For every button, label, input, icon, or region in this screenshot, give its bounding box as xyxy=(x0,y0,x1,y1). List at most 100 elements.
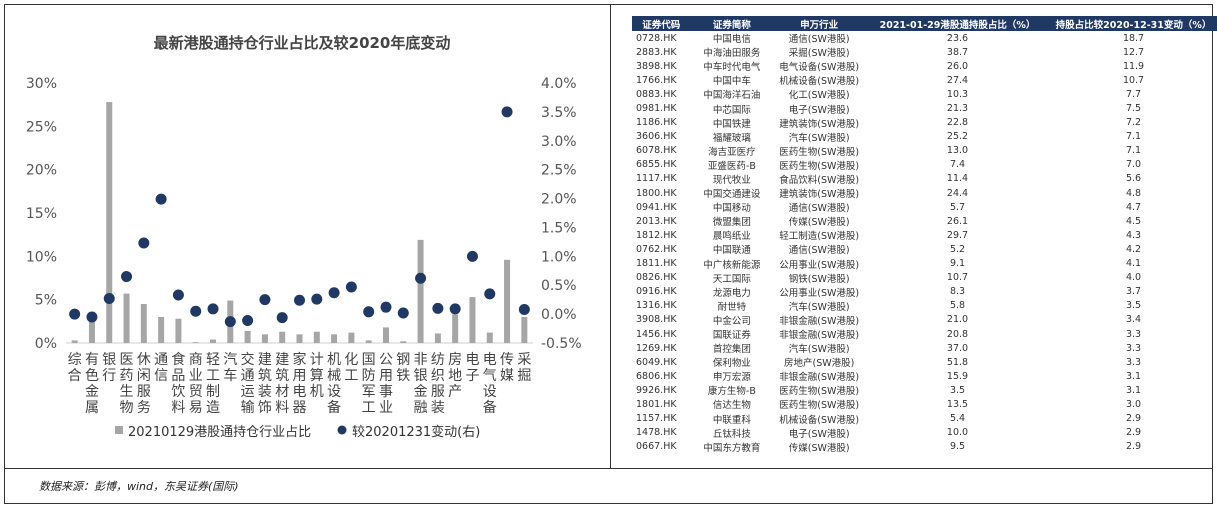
x-tick-label: 建 xyxy=(258,352,272,368)
x-tick-label: 食 xyxy=(171,351,185,368)
cell-industry: 通信(SW港股) xyxy=(788,203,850,215)
x-tick-label: 业 xyxy=(379,400,393,416)
cell-holding-pct: 5.8 xyxy=(949,300,966,312)
x-tick-label: 设 xyxy=(327,384,341,400)
table-row: 0667.HK 中国东方教育 传媒(SW港股) 9.5 2.9 xyxy=(632,440,1217,454)
cell-code: 0826.HK xyxy=(636,272,677,284)
change-dot xyxy=(397,307,409,319)
x-tick-label: 纺 xyxy=(431,352,445,368)
y-right-tick: 2.5% xyxy=(541,163,577,179)
cell-name: 中国移动 xyxy=(712,203,751,215)
cell-code: 1801.HK xyxy=(636,398,677,410)
y-right-tick: 0.5% xyxy=(541,278,577,294)
cell-holding-pct: 5.2 xyxy=(949,243,966,255)
holding-bar xyxy=(521,317,528,343)
x-tick-label: 机 xyxy=(310,384,324,400)
cell-code: 2883.HK xyxy=(636,46,677,58)
x-tick-label: 用 xyxy=(379,368,393,384)
chart-title: 最新港股通持仓行业占比及较2020年底变动 xyxy=(154,34,451,52)
cell-industry: 公用事业(SW港股) xyxy=(779,287,860,299)
x-tick-label: 气 xyxy=(483,368,497,384)
x-tick-label: 医 xyxy=(120,352,134,368)
cell-change-pct: 3.0 xyxy=(1125,398,1142,410)
holding-bar xyxy=(331,334,338,343)
cell-industry: 电子(SW港股) xyxy=(788,104,850,116)
x-tick-label: 电 xyxy=(293,384,307,400)
cell-change-pct: 10.7 xyxy=(1122,74,1145,86)
table-row: 0981.HK 中芯国际 电子(SW港股) 21.3 7.5 xyxy=(632,101,1217,116)
holding-bar xyxy=(175,318,182,343)
cell-holding-pct: 51.8 xyxy=(946,356,969,368)
x-tick-label: 化 xyxy=(344,352,358,368)
y-left-tick: 15% xyxy=(26,206,57,222)
holding-bar xyxy=(365,340,372,343)
change-dot xyxy=(121,271,133,283)
table-row: 1800.HK 中国交通建设 建筑装饰(SW港股) 24.4 4.8 xyxy=(632,186,1217,201)
x-tick-label: 钢 xyxy=(396,352,410,368)
change-dot xyxy=(518,303,530,315)
cell-name: 中国交通建设 xyxy=(703,189,761,201)
change-dot xyxy=(432,302,444,314)
cell-name: 中国东方教育 xyxy=(703,442,761,454)
table-row: 1456.HK 国联证券 非银金融(SW港股) 20.8 3.3 xyxy=(632,327,1217,342)
holding-bar xyxy=(400,341,407,343)
x-tick-label: 电 xyxy=(465,352,479,368)
holding-bar xyxy=(106,102,113,343)
cell-name: 中芯国际 xyxy=(712,104,751,116)
holding-bar xyxy=(71,340,78,343)
x-tick-label: 掘 xyxy=(517,368,531,384)
change-dot xyxy=(363,306,375,318)
cell-holding-pct: 8.3 xyxy=(949,286,966,298)
cell-name: 丘钛科技 xyxy=(712,428,751,440)
x-tick-label: 国 xyxy=(362,352,376,368)
holding-bar xyxy=(88,321,95,343)
cell-change-pct: 18.7 xyxy=(1122,32,1145,44)
cell-holding-pct: 9.1 xyxy=(949,258,966,270)
x-tick-label: 地 xyxy=(448,368,462,384)
x-tick-label: 械 xyxy=(327,368,341,384)
holding-bar xyxy=(296,334,303,343)
x-tick-label: 休 xyxy=(137,352,151,368)
change-dot xyxy=(484,288,496,300)
cell-code: 1478.HK xyxy=(636,427,677,439)
table-row: 1117.HK 现代牧业 食品饮料(SW港股) 11.4 5.6 xyxy=(632,172,1217,186)
cell-name: 康方生物-B xyxy=(707,386,756,398)
cell-change-pct: 3.4 xyxy=(1125,314,1142,326)
x-tick-label: 备 xyxy=(327,399,341,416)
cell-industry: 医药生物(SW港股) xyxy=(779,400,860,412)
cell-industry: 医药生物(SW港股) xyxy=(779,146,860,158)
cell-name: 信达生物 xyxy=(712,400,751,412)
change-dot xyxy=(138,237,150,249)
table-row: 1811.HK 中广核新能源 公用事业(SW港股) 9.1 4.1 xyxy=(632,257,1217,271)
y-right-tick: 0.0% xyxy=(541,307,577,323)
table-row: 0941.HK 中国移动 通信(SW港股) 5.7 4.7 xyxy=(632,200,1217,215)
table-row: 0916.HK 龙源电力 公用事业(SW港股) 8.3 3.7 xyxy=(632,285,1217,299)
cell-name: 现代牧业 xyxy=(712,174,751,186)
cell-name: 中广核新能源 xyxy=(703,259,761,271)
cell-industry: 公用事业(SW港股) xyxy=(779,259,860,271)
x-tick-label: 银 xyxy=(414,368,428,384)
x-tick-label: 工 xyxy=(362,400,376,416)
y-right-tick: 1.0% xyxy=(541,249,577,265)
x-tick-label: 媒 xyxy=(500,368,514,384)
x-tick-label: 易 xyxy=(189,400,203,416)
cell-code: 1269.HK xyxy=(636,342,677,354)
cell-code: 1157.HK xyxy=(636,413,677,425)
x-tick-label: 属 xyxy=(85,400,99,416)
cell-code: 0981.HK xyxy=(636,103,677,115)
cell-holding-pct: 24.4 xyxy=(946,187,969,199)
x-tick-label: 机 xyxy=(327,352,341,368)
cell-change-pct: 2.9 xyxy=(1125,413,1142,425)
cell-change-pct: 7.5 xyxy=(1125,103,1142,115)
x-tick-label: 材 xyxy=(275,384,289,400)
x-tick-label: 商 xyxy=(189,352,203,368)
x-tick-label: 备 xyxy=(483,399,497,416)
cell-change-pct: 4.3 xyxy=(1125,229,1142,241)
cell-change-pct: 7.1 xyxy=(1125,131,1142,143)
change-dot xyxy=(501,106,513,118)
cell-code: 1186.HK xyxy=(636,117,677,129)
cell-industry: 通信(SW港股) xyxy=(788,245,850,257)
cell-code: 0916.HK xyxy=(636,286,677,298)
cell-change-pct: 7.2 xyxy=(1125,117,1142,129)
cell-name: 保利物业 xyxy=(712,358,751,370)
